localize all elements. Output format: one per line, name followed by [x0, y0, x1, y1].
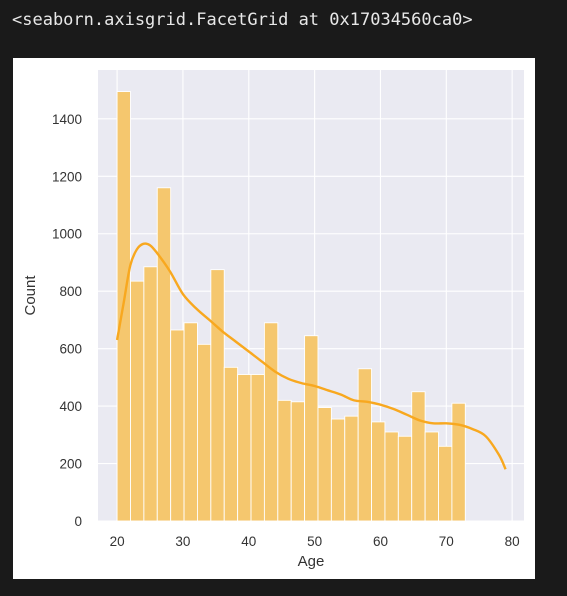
histogram-bar: [344, 415, 359, 522]
histogram-bar: [277, 399, 292, 522]
x-tick-label: 70: [439, 534, 454, 549]
y-tick-label: 600: [59, 342, 82, 357]
y-tick-labels: 0 200 400 600 800 1000 1200 1400: [52, 112, 82, 529]
y-tick-label: 1000: [52, 227, 82, 242]
histogram-bar: [330, 418, 346, 522]
histogram-bar: [451, 402, 466, 522]
kde-curve: [115, 242, 507, 470]
x-tick-label: 30: [175, 534, 190, 549]
histogram-bar: [438, 445, 453, 522]
histogram-bar: [183, 322, 198, 522]
histogram-bar: [210, 269, 225, 522]
histogram-bar: [196, 343, 212, 522]
histogram-bar: [237, 374, 252, 522]
x-tick-labels: 20 30 40 50 60 70 80: [110, 534, 520, 549]
histogram-bar: [130, 280, 145, 522]
histogram-bar: [250, 374, 265, 522]
histogram-bar: [397, 435, 413, 522]
y-tick-label: 1200: [52, 169, 82, 184]
histogram-bar: [223, 366, 239, 522]
histogram-figure: 20 30 40 50 60 70 80 0 200 400 600 800 1000 1200 1400…: [13, 58, 535, 579]
x-axis-label: Age: [298, 553, 325, 570]
histogram-bar: [263, 322, 279, 522]
histogram-bar: [411, 391, 426, 522]
histogram-bar: [384, 431, 399, 522]
histogram-bar: [170, 329, 185, 522]
x-tick-label: 50: [307, 534, 322, 549]
y-tick-label: 0: [74, 514, 82, 529]
y-axis-label: Count: [22, 275, 39, 316]
histogram-bar: [143, 266, 158, 522]
histogram-bar: [290, 401, 306, 522]
histogram-bar: [357, 368, 372, 522]
histogram-bar: [317, 407, 332, 522]
x-tick-label: 60: [373, 534, 388, 549]
histogram-bar: [304, 335, 319, 522]
y-tick-label: 400: [59, 399, 82, 414]
x-tick-label: 40: [241, 534, 256, 549]
x-tick-label: 20: [110, 534, 125, 549]
x-tick-label: 80: [505, 534, 520, 549]
histogram-bar: [371, 421, 386, 522]
y-tick-label: 800: [59, 284, 82, 299]
y-tick-label: 1400: [52, 112, 82, 127]
cell-output-text: <seaborn.axisgrid.FacetGrid at 0x1703456…: [12, 10, 473, 30]
histogram-bar: [424, 431, 439, 522]
histogram-bar: [156, 187, 172, 522]
histogram-chart: 20 30 40 50 60 70 80 0 200 400 600 800 1000 1200 1400…: [22, 70, 524, 570]
y-tick-label: 200: [59, 457, 82, 472]
